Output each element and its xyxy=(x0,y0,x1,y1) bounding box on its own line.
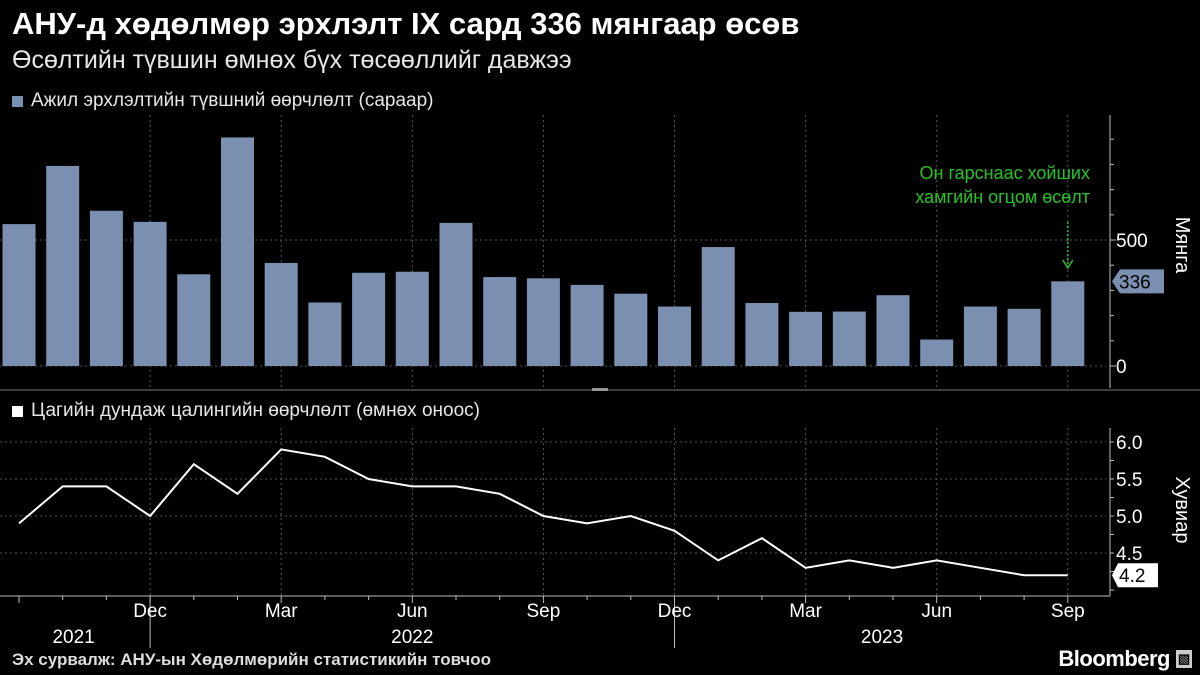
bar xyxy=(745,303,779,366)
bar xyxy=(264,262,298,366)
xtick-label: Sep xyxy=(1051,601,1085,622)
bar xyxy=(439,222,473,366)
ytick-label-bottom: 5.5 xyxy=(1116,470,1142,491)
legend-swatch-line xyxy=(12,405,23,417)
year-label: 2021 xyxy=(52,627,94,648)
year-label: 2023 xyxy=(861,627,903,648)
ytick-label-bottom: 5.0 xyxy=(1116,507,1142,528)
bar xyxy=(352,272,386,366)
panel-handle xyxy=(592,388,608,391)
bar xyxy=(658,306,691,366)
bar xyxy=(46,165,80,366)
bar xyxy=(526,278,560,366)
brand-logo: Bloomberg xyxy=(1058,646,1170,671)
bar xyxy=(570,284,604,366)
source-note: Эх сурвалж: АНУ-ын Хөдөлмөрийн статистик… xyxy=(12,650,492,669)
bar xyxy=(2,224,36,366)
bar xyxy=(483,277,517,366)
xtick-label: Dec xyxy=(658,601,692,622)
chart-title: АНУ-д хөдөлмөр эрхлэлт IX сард 336 мянга… xyxy=(12,6,800,41)
legend-employment: Ажил эрхлэлтийн түвшний өөрчлөлт (сараар… xyxy=(12,90,434,112)
xtick-label: Dec xyxy=(133,601,167,622)
bar xyxy=(133,221,167,366)
xtick-label: Jun xyxy=(397,601,428,622)
bar xyxy=(614,293,648,366)
axis-labels: 0 500 6.0 5.5 5.0 4.5 Мянга Хувиар 336 4.2 Он гарс… xyxy=(52,163,1193,648)
annotation-text: хамгийн огцом өсөлт xyxy=(915,187,1090,207)
ytick-label-top: 500 xyxy=(1116,231,1148,252)
bar-series xyxy=(2,137,1085,366)
xtick-label: Jun xyxy=(921,601,952,622)
legend-label-employment: Ажил эрхлэлтийн түвшний өөрчлөлт (сараар… xyxy=(31,90,434,111)
last-value-label-bottom: 4.2 xyxy=(1119,566,1145,587)
wage-line xyxy=(18,448,1068,577)
ytick-label-bottom: 6.0 xyxy=(1116,433,1142,454)
legend-wages: Цагийн дундаж цалингийн өөрчлөлт (өмнөх … xyxy=(12,400,480,422)
xtick-label: Mar xyxy=(789,601,822,622)
last-value-tag-top xyxy=(1112,269,1164,294)
bar xyxy=(832,311,866,366)
ytick-label-top: 0 xyxy=(1116,357,1127,378)
last-value-tag-bottom xyxy=(1112,563,1158,588)
bar xyxy=(221,137,254,366)
chart-subtitle: Өсөлтийн түвшин өмнөх бүх төсөөллийг дав… xyxy=(12,46,572,74)
bar xyxy=(395,271,429,366)
bar xyxy=(177,274,211,366)
bar xyxy=(701,247,735,366)
axes xyxy=(0,115,1200,648)
bar xyxy=(920,339,954,366)
legend-swatch-bar xyxy=(12,95,23,107)
terminal-icon: ▧ xyxy=(1176,650,1192,668)
bar xyxy=(1051,281,1085,366)
xtick-label: Sep xyxy=(526,601,560,622)
xtick-label: Mar xyxy=(265,601,298,622)
legend-label-wages: Цагийн дундаж цалингийн өөрчлөлт (өмнөх … xyxy=(31,400,480,421)
ylabel-bottom: Хувиар xyxy=(1171,477,1193,544)
line-series xyxy=(18,448,1068,577)
ytick-label-bottom: 4.5 xyxy=(1116,544,1142,565)
ylabel-top: Мянга xyxy=(1171,217,1193,274)
bar xyxy=(89,210,123,366)
last-value-label-top: 336 xyxy=(1119,272,1151,293)
annotation-arrowhead xyxy=(1062,259,1074,270)
year-label: 2022 xyxy=(391,627,433,648)
annotation-text: Он гарснаас хойших xyxy=(920,163,1090,183)
bar xyxy=(963,306,997,366)
bar xyxy=(876,295,910,366)
bar xyxy=(308,302,342,366)
bar xyxy=(789,311,823,366)
bar xyxy=(1007,308,1041,366)
